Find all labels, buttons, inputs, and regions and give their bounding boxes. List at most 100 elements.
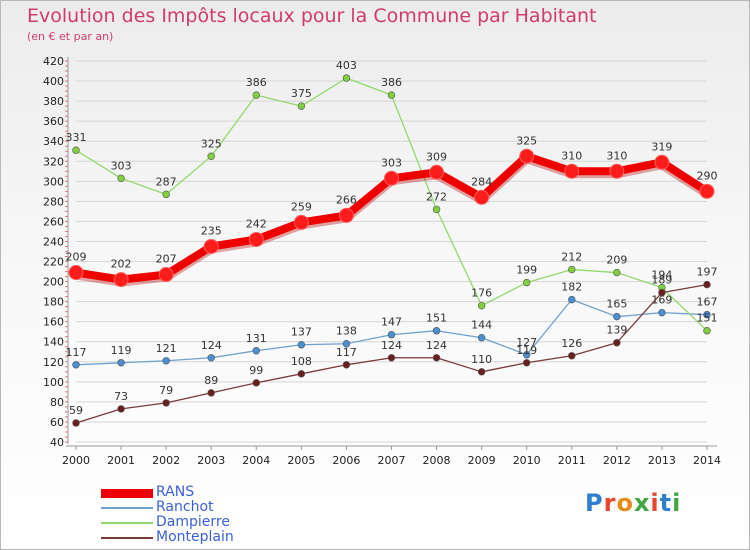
y-tick-label: 60 <box>50 416 64 429</box>
data-point-dampierre <box>117 174 125 183</box>
data-point-rans <box>383 170 399 186</box>
data-label-ranchot: 131 <box>246 332 267 345</box>
data-point-ranchot <box>613 312 621 321</box>
data-label-ranchot: 182 <box>561 281 582 294</box>
data-point-dampierre <box>252 91 260 99</box>
data-label-rans: 325 <box>516 134 537 147</box>
legend-label: Monteplain <box>156 529 234 545</box>
data-point-rans <box>68 265 84 281</box>
data-label-rans: 242 <box>246 217 267 230</box>
data-label-rans: 284 <box>471 175 492 188</box>
y-tick-label: 360 <box>43 115 64 128</box>
data-label-ranchot: 127 <box>516 336 537 349</box>
proxiti-logo: Proxiti <box>585 489 681 517</box>
logo-letter: i <box>650 489 660 517</box>
data-label-monteplain: 124 <box>381 339 402 352</box>
data-point-monteplain <box>703 280 711 289</box>
data-label-dampierre: 176 <box>471 287 492 300</box>
data-label-ranchot: 144 <box>471 319 492 332</box>
data-label-dampierre: 151 <box>696 312 717 325</box>
data-label-rans: 319 <box>651 140 672 153</box>
data-label-monteplain: 73 <box>114 390 128 403</box>
legend-label: Ranchot <box>156 499 214 515</box>
data-label-monteplain: 89 <box>204 374 218 387</box>
data-label-monteplain: 126 <box>561 337 582 350</box>
x-tick-label: 2002 <box>152 454 180 467</box>
data-point-ranchot <box>207 354 215 362</box>
data-label-dampierre: 403 <box>336 59 357 72</box>
data-label-ranchot: 138 <box>336 325 357 338</box>
x-tick-label: 2004 <box>242 454 270 467</box>
data-point-dampierre <box>162 190 170 199</box>
x-tick-label: 2001 <box>107 454 135 467</box>
data-label-monteplain: 139 <box>606 324 627 337</box>
data-point-rans <box>699 183 715 199</box>
data-point-monteplain <box>432 354 441 362</box>
data-point-dampierre <box>703 327 711 335</box>
data-label-rans: 202 <box>111 258 132 271</box>
data-point-monteplain <box>297 370 306 378</box>
data-point-ranchot <box>568 295 576 304</box>
data-point-ranchot <box>342 340 351 348</box>
data-label-monteplain: 99 <box>249 364 263 377</box>
data-label-rans: 209 <box>66 251 87 264</box>
data-point-monteplain <box>72 419 80 427</box>
y-tick-label: 280 <box>43 195 64 208</box>
data-point-dampierre <box>387 91 396 99</box>
data-label-dampierre: 194 <box>651 269 672 282</box>
y-tick-label: 160 <box>43 316 64 329</box>
data-label-dampierre: 199 <box>516 264 537 277</box>
legend-swatch <box>101 522 153 524</box>
data-label-rans: 290 <box>696 169 717 182</box>
y-tick-label: 100 <box>43 376 64 389</box>
data-point-rans <box>519 148 535 164</box>
data-point-rans <box>474 189 490 205</box>
data-point-monteplain <box>568 352 576 360</box>
data-label-monteplain: 59 <box>69 404 83 417</box>
data-point-rans <box>293 214 309 230</box>
data-label-ranchot: 167 <box>696 296 717 309</box>
data-label-ranchot: 119 <box>111 344 132 357</box>
y-tick-label: 40 <box>50 436 64 449</box>
data-point-ranchot <box>117 359 125 367</box>
data-label-ranchot: 165 <box>606 298 627 311</box>
data-point-monteplain <box>252 379 260 387</box>
data-label-dampierre: 386 <box>381 76 402 89</box>
y-tick-label: 180 <box>43 296 64 309</box>
x-tick-label: 2014 <box>693 454 721 467</box>
y-tick-label: 200 <box>43 276 64 289</box>
series-line-dampierre <box>75 77 708 332</box>
logo-letter: P <box>585 489 604 517</box>
data-point-dampierre <box>207 152 215 160</box>
data-label-dampierre: 287 <box>156 175 177 188</box>
y-tick-label: 140 <box>43 336 64 349</box>
data-label-dampierre: 209 <box>606 254 627 267</box>
logo-letter: t <box>659 489 673 517</box>
data-label-ranchot: 169 <box>651 294 672 307</box>
data-point-dampierre <box>477 301 486 310</box>
data-point-monteplain <box>522 359 531 367</box>
x-tick-label: 2007 <box>377 454 405 467</box>
data-label-rans: 266 <box>336 193 357 206</box>
y-tick-label: 220 <box>43 256 64 269</box>
data-point-ranchot <box>477 334 486 342</box>
x-tick-label: 2003 <box>197 454 225 467</box>
y-tick-label: 420 <box>43 55 64 68</box>
data-point-ranchot <box>658 308 666 317</box>
data-label-rans: 310 <box>606 149 627 162</box>
chart-subtitle: (en € et par an) <box>27 30 114 43</box>
data-point-rans <box>564 163 580 179</box>
x-tick-label: 2005 <box>287 454 315 467</box>
data-label-monteplain: 189 <box>651 274 672 287</box>
data-label-dampierre: 386 <box>246 76 267 89</box>
data-point-monteplain <box>162 399 170 407</box>
y-tick-label: 380 <box>43 95 64 108</box>
logo-letter: x <box>633 489 651 517</box>
data-point-monteplain <box>658 288 666 297</box>
legend-label: Dampierre <box>156 514 230 530</box>
series-layer <box>68 74 715 427</box>
data-point-dampierre <box>522 278 531 287</box>
data-point-rans <box>338 207 354 223</box>
legend-swatch <box>101 507 153 509</box>
